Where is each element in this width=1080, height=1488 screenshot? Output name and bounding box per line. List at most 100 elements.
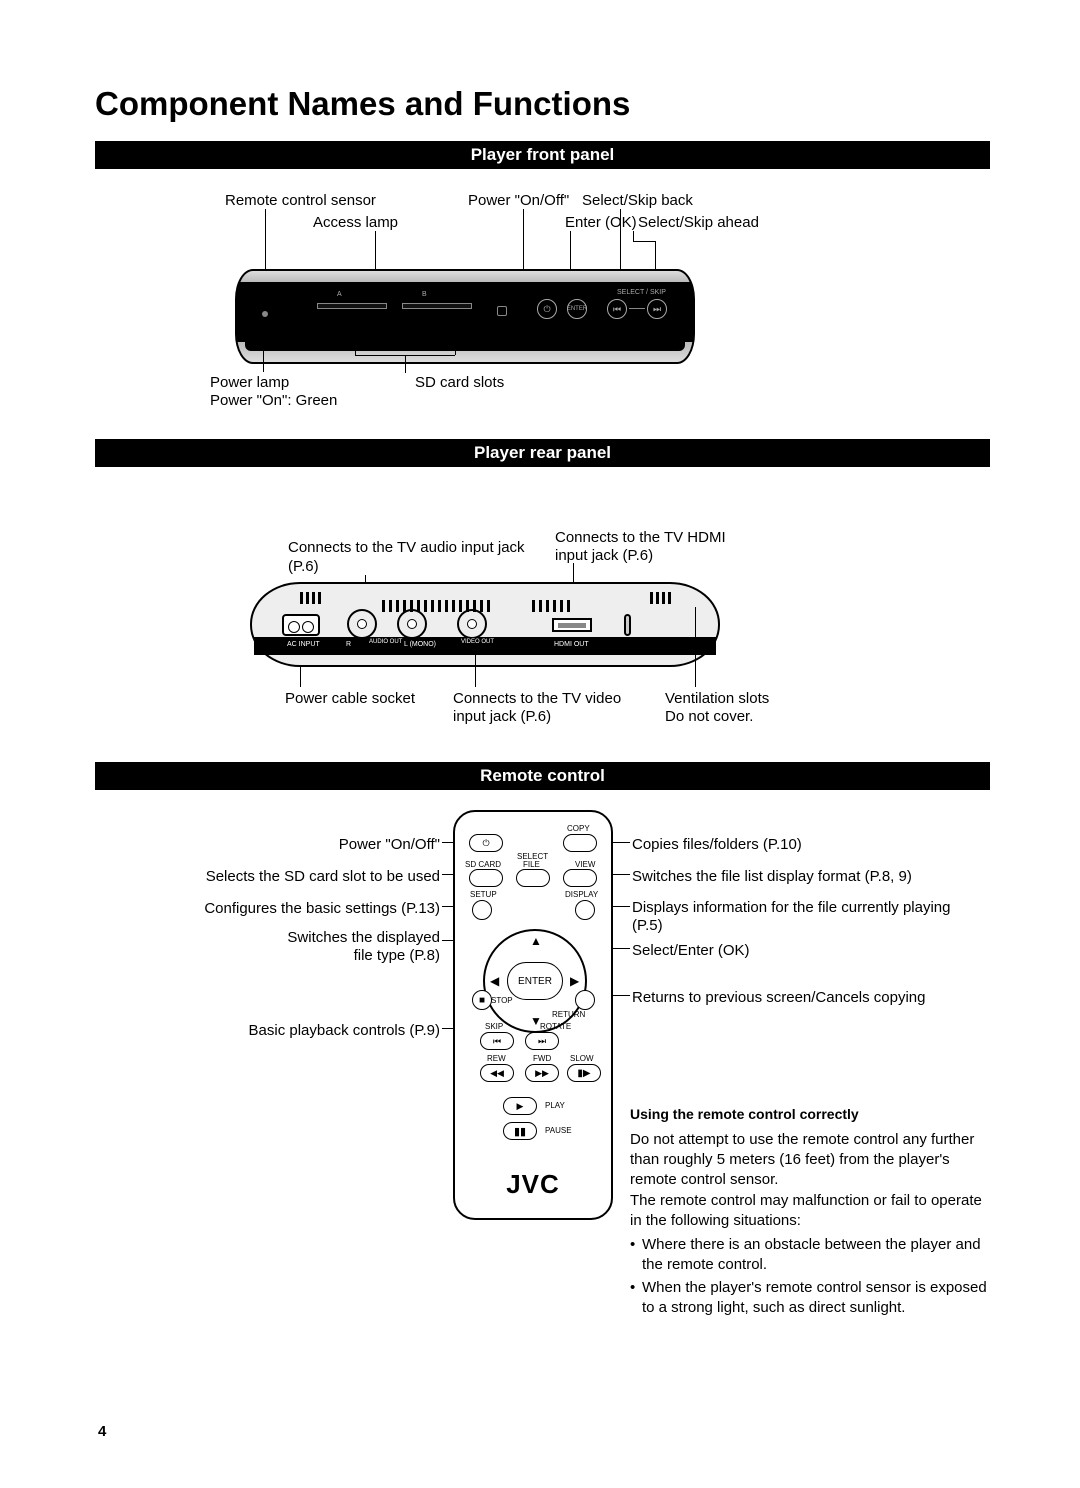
label-power-socket: Power cable socket <box>285 690 415 709</box>
note-p1: Do not attempt to use the remote control… <box>630 1130 990 1191</box>
vent-slot-right <box>624 614 631 636</box>
label-hdmi-2: input jack (P.6) <box>555 547 653 566</box>
ac-input-port <box>282 614 320 636</box>
rr-copy: Copies files/folders (P.10) <box>632 835 802 855</box>
slow-btn: ▮▶ <box>567 1064 601 1082</box>
slot-a-label: A <box>337 291 342 298</box>
section-remote: Remote control <box>95 762 990 790</box>
slow-lbl: SLOW <box>570 1054 594 1063</box>
label-access-lamp: Access lamp <box>313 214 398 233</box>
skip-fwd-btn: ⏭ <box>525 1032 559 1050</box>
pause-lbl: PAUSE <box>545 1126 572 1135</box>
power-lamp-dot <box>262 311 268 317</box>
audio-l-port <box>397 609 427 639</box>
right-arrow-icon: ▶ <box>570 974 579 988</box>
audio-out-text: AUDIO OUT <box>369 639 402 645</box>
rl-file-2: file type (P.8) <box>95 946 440 966</box>
label-video-1: Connects to the TV video <box>453 690 621 709</box>
rew-lbl: REW <box>487 1054 506 1063</box>
rl-file-1: Switches the displayed <box>95 928 440 948</box>
rl-power: Power "On/Off" <box>95 835 440 855</box>
select-skip-label: SELECT / SKIP <box>617 289 666 296</box>
skip-ahead-button: ⏭ <box>647 299 667 319</box>
display-lbl: DISPLAY <box>565 890 598 899</box>
view-btn <box>563 869 597 887</box>
fwd-btn: ▶▶ <box>525 1064 559 1082</box>
sdcard-lbl: SD CARD <box>465 860 501 869</box>
brand-logo: JVC <box>455 1169 611 1200</box>
label-power-lamp-1: Power lamp <box>210 374 289 393</box>
view-lbl: VIEW <box>575 860 595 869</box>
remote-usage-notes: Using the remote control correctly Do no… <box>630 1105 990 1320</box>
hdmi-out-text: HDMI OUT <box>554 641 589 648</box>
pause-btn: ▮▮ <box>503 1122 537 1140</box>
hdmi-port <box>552 618 592 632</box>
note-p2: The remote control may malfunction or fa… <box>630 1191 990 1232</box>
label-video-2: input jack (P.6) <box>453 708 551 727</box>
sd-slot-a <box>317 303 387 309</box>
rr-return: Returns to previous screen/Cancels copyi… <box>632 988 925 1008</box>
video-out-text: VIDEO OUT <box>461 639 494 645</box>
front-device: A B ⏻ ENTER ⏮ ⏭ SELECT / SKIP <box>235 269 695 364</box>
r-text: R <box>346 641 351 648</box>
section-front-panel: Player front panel <box>95 141 990 169</box>
label-sd-slots: SD card slots <box>415 374 504 393</box>
remote-body: ⏻ COPY SELECT SD CARD FILE VIEW SETUP DI… <box>453 810 613 1220</box>
slot-b-label: B <box>422 291 427 298</box>
front-panel-diagram: Remote control sensor Access lamp Power … <box>95 179 990 439</box>
play-lbl: PLAY <box>545 1101 565 1110</box>
label-power-lamp-2: Power "On": Green <box>210 392 337 411</box>
copy-lbl: COPY <box>567 824 590 833</box>
sd-slot-b <box>402 303 472 309</box>
rear-panel-diagram: Connects to the TV audio input jack (P.6… <box>95 497 990 762</box>
note-b2: When the player's remote control sensor … <box>630 1278 990 1319</box>
label-select-skip-ahead: Select/Skip ahead <box>638 214 759 233</box>
lmono-text: L (MONO) <box>404 641 436 648</box>
up-arrow-icon: ▲ <box>530 934 542 948</box>
return-lbl: RETURN <box>552 1010 585 1019</box>
skip-lbl: SKIP <box>485 1022 503 1031</box>
access-lamp-icon <box>497 306 507 316</box>
display-btn <box>575 900 595 920</box>
rr-enter: Select/Enter (OK) <box>632 941 750 961</box>
page-title: Component Names and Functions <box>95 85 990 123</box>
stop-lbl: STOP <box>491 996 513 1005</box>
label-enter-ok: Enter (OK) <box>565 214 637 233</box>
rl-sdselect: Selects the SD card slot to be used <box>95 867 440 887</box>
stop-btn: ■ <box>472 990 492 1010</box>
copy-btn <box>563 834 597 852</box>
rr-display-2: (P.5) <box>632 916 663 936</box>
rr-display-1: Displays information for the file curren… <box>632 898 992 918</box>
setup-btn <box>472 900 492 920</box>
label-vent-1: Ventilation slots <box>665 690 769 709</box>
left-arrow-icon: ◀ <box>490 974 499 988</box>
label-hdmi-1: Connects to the TV HDMI <box>555 529 726 548</box>
play-btn: ▶ <box>503 1097 537 1115</box>
audio-r-port <box>347 609 377 639</box>
video-out-port <box>457 609 487 639</box>
enter-button: ENTER <box>567 299 587 319</box>
sdcard-btn <box>469 869 503 887</box>
label-audio-jack: Connects to the TV audio input jack (P.6… <box>288 539 548 577</box>
rear-device: /*decorative*/ AC INPUT R AUDIO OUT L (M… <box>250 582 720 667</box>
page-number: 4 <box>98 1423 106 1440</box>
label-remote-sensor: Remote control sensor <box>225 192 376 211</box>
label-select-skip-back: Select/Skip back <box>582 192 693 211</box>
fwd-lbl: FWD <box>533 1054 551 1063</box>
ac-input-text: AC INPUT <box>287 641 320 648</box>
rew-btn: ◀◀ <box>480 1064 514 1082</box>
remote-diagram: Power "On/Off" Selects the SD card slot … <box>95 810 990 1350</box>
power-btn: ⏻ <box>469 834 503 852</box>
skip-back-btn: ⏮ <box>480 1032 514 1050</box>
file-btn <box>516 869 550 887</box>
return-btn <box>575 990 595 1010</box>
note-title: Using the remote control correctly <box>630 1105 990 1124</box>
rl-playback: Basic playback controls (P.9) <box>95 1021 440 1041</box>
section-rear-panel: Player rear panel <box>95 439 990 467</box>
rl-setup: Configures the basic settings (P.13) <box>95 899 440 919</box>
setup-lbl: SETUP <box>470 890 497 899</box>
rotate-lbl: ROTATE <box>540 1022 571 1031</box>
power-button: ⏻ <box>537 299 557 319</box>
label-vent-2: Do not cover. <box>665 708 753 727</box>
file-lbl: FILE <box>523 860 540 869</box>
